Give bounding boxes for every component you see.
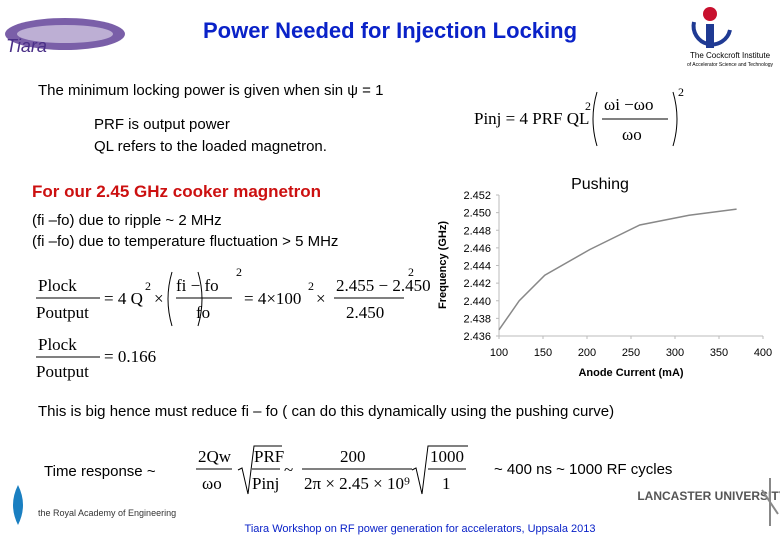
equation: 2 (585, 99, 591, 113)
equation: 2 (236, 265, 242, 279)
equation: = 4×100 (244, 289, 301, 308)
lancaster-logo (761, 478, 779, 526)
title: Power Needed for Injection Locking (203, 18, 577, 43)
highlight: For our 2.45 GHz cooker magnetron (32, 182, 321, 201)
ci-logo-arc (691, 21, 732, 47)
x-tick-label: 200 (578, 347, 596, 359)
logo-text: Tiara (6, 36, 47, 56)
text: QL refers to the loaded magnetron. (94, 138, 327, 155)
equation: Pinj = 4 PRF QL (474, 109, 589, 128)
y-axis-label: Frequency (GHz) (437, 221, 449, 309)
paren (592, 91, 678, 147)
y-tick-label: 2.438 (463, 313, 491, 325)
x-tick-label: 150 (534, 347, 552, 359)
equation: Poutput (36, 362, 89, 381)
chart-title: Pushing (571, 176, 629, 193)
equation: 2Qw (198, 447, 232, 466)
data-line (498, 208, 737, 331)
equation: Poutput (36, 303, 89, 322)
equation: ωi −ωo (604, 95, 653, 114)
logo-text: the Royal Academy of Engineering (38, 508, 176, 518)
rae-logo (13, 485, 23, 525)
sqrt (411, 445, 468, 495)
equation: 2.455 − 2.450 (336, 276, 431, 295)
sqrt (237, 445, 282, 495)
y-tick-label: 2.450 (463, 208, 491, 220)
equation: × (154, 289, 164, 308)
footer-text: Tiara Workshop on RF power generation fo… (245, 523, 596, 535)
equation: ~ (284, 460, 293, 479)
x-tick-label: 100 (490, 347, 508, 359)
ci-logo-bar (706, 24, 714, 48)
logo-text: The Cockcroft Institute (690, 51, 771, 60)
x-tick-label: 400 (754, 347, 772, 359)
y-tick-label: 2.436 (463, 331, 491, 343)
equation: fo (196, 303, 210, 322)
logo-text: of Accelerator Science and Technology (687, 62, 774, 68)
x-axis-label: Anode Current (mA) (578, 367, 683, 379)
equation: 2 (145, 279, 151, 293)
text: ~ 400 ns ~ 1000 RF cycles (494, 461, 672, 478)
equation: = 4 Q (104, 289, 143, 308)
text: (fi –fo) due to ripple ~ 2 MHz (32, 212, 222, 229)
equation: × (316, 289, 326, 308)
x-tick-label: 250 (622, 347, 640, 359)
equation: 2 (678, 85, 684, 99)
equation: Plock (38, 276, 77, 295)
equation: 2.450 (346, 303, 384, 322)
equation: 2π × 2.45 × 10⁹ (304, 474, 410, 493)
equation: = 0.166 (104, 347, 156, 366)
equation: 1 (442, 474, 451, 493)
equation: Plock (38, 335, 77, 354)
y-tick-label: 2.448 (463, 225, 491, 237)
text: This is big hence must reduce fi – fo ( … (38, 403, 614, 420)
ci-logo-dot (703, 7, 717, 21)
equation: 2 (408, 265, 414, 279)
y-tick-label: 2.442 (463, 278, 491, 290)
text: Time response ~ (44, 463, 156, 480)
text: The minimum locking power is given when … (38, 82, 383, 99)
equation: fi − fo (176, 276, 219, 295)
equation: 200 (340, 447, 366, 466)
text: PRF is output power (94, 116, 230, 133)
x-tick-label: 350 (710, 347, 728, 359)
equation: 2 (308, 279, 314, 293)
y-tick-label: 2.452 (463, 190, 491, 202)
equation: 1000 (430, 447, 464, 466)
equation: ωo (622, 125, 642, 144)
y-tick-label: 2.444 (463, 261, 491, 273)
y-tick-label: 2.446 (463, 243, 491, 255)
text: (fi –fo) due to temperature fluctuation … (32, 233, 338, 250)
equation: Pinj (252, 474, 279, 493)
equation: PRF (254, 447, 284, 466)
x-tick-label: 300 (666, 347, 684, 359)
equation: ωo (202, 474, 222, 493)
logo-text: LANCASTER UNIVERSITY (637, 489, 780, 503)
paren (167, 271, 203, 327)
tiara-logo-ring (17, 25, 113, 43)
y-tick-label: 2.440 (463, 296, 491, 308)
